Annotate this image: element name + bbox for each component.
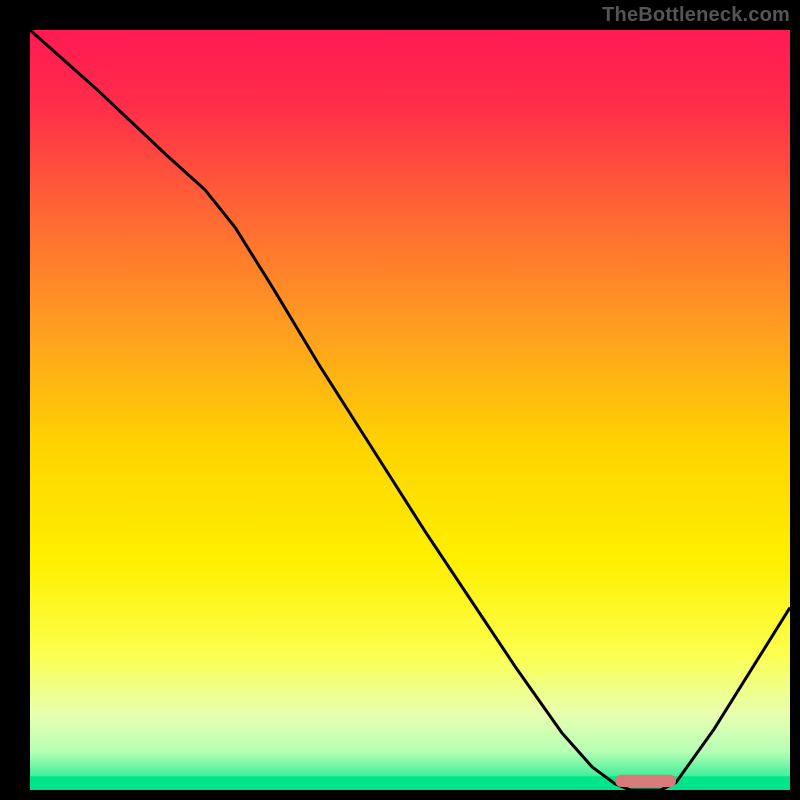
- valley-marker: [615, 775, 676, 787]
- chart-svg: [0, 0, 800, 800]
- plot-background: [30, 30, 790, 790]
- watermark-text: TheBottleneck.com: [602, 4, 790, 27]
- chart-container: TheBottleneck.com: [0, 0, 800, 800]
